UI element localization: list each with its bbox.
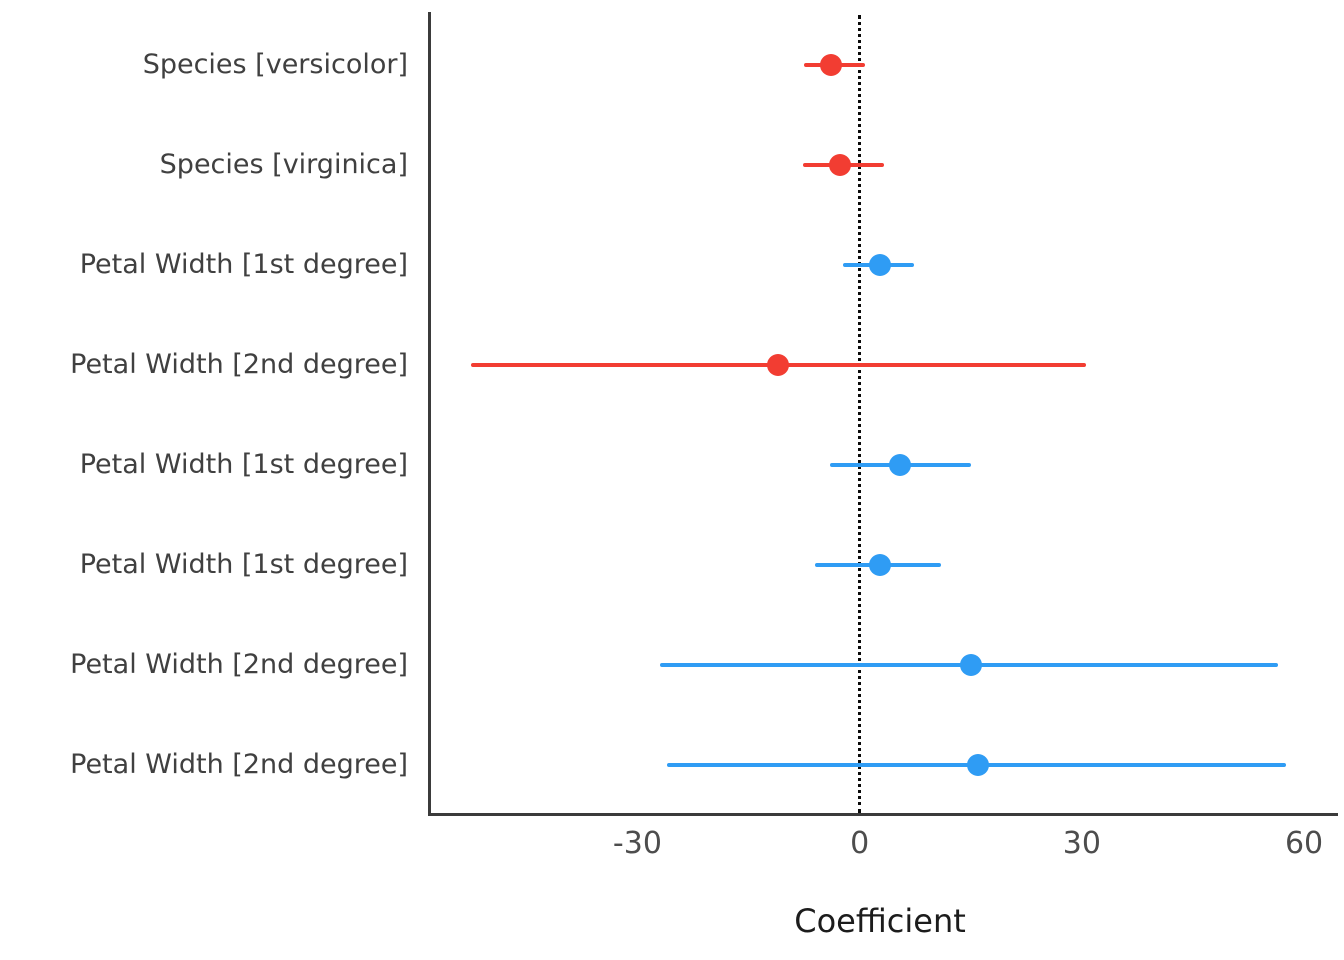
row-label: Petal Width [1st degree] [79,249,408,280]
row-label: Petal Width [1st degree] [79,449,408,480]
row-label: Species [versicolor] [142,49,408,80]
point-estimate [828,154,851,176]
x-tick-label: 0 [850,826,870,861]
x-tick-label: -30 [612,826,662,861]
x-tick-label: 30 [1062,826,1101,861]
row-label: Petal Width [1st degree] [79,549,408,580]
row-label: Petal Width [2nd degree] [70,349,408,380]
point-estimate [868,254,891,276]
x-axis-line [428,813,1338,816]
zero-reference-line [858,15,862,813]
x-tick-label: 60 [1284,826,1324,861]
point-estimate [767,354,790,376]
row-label: Petal Width [2nd degree] [70,749,408,780]
x-axis-title: Coefficient [794,902,966,940]
point-estimate [889,454,912,476]
row-label: Petal Width [2nd degree] [70,649,408,680]
point-estimate [967,754,990,776]
point-estimate [959,654,982,676]
y-axis-line [428,12,431,816]
row-label: Species [virginica] [159,149,408,180]
point-estimate [869,554,892,576]
point-estimate [820,54,843,76]
